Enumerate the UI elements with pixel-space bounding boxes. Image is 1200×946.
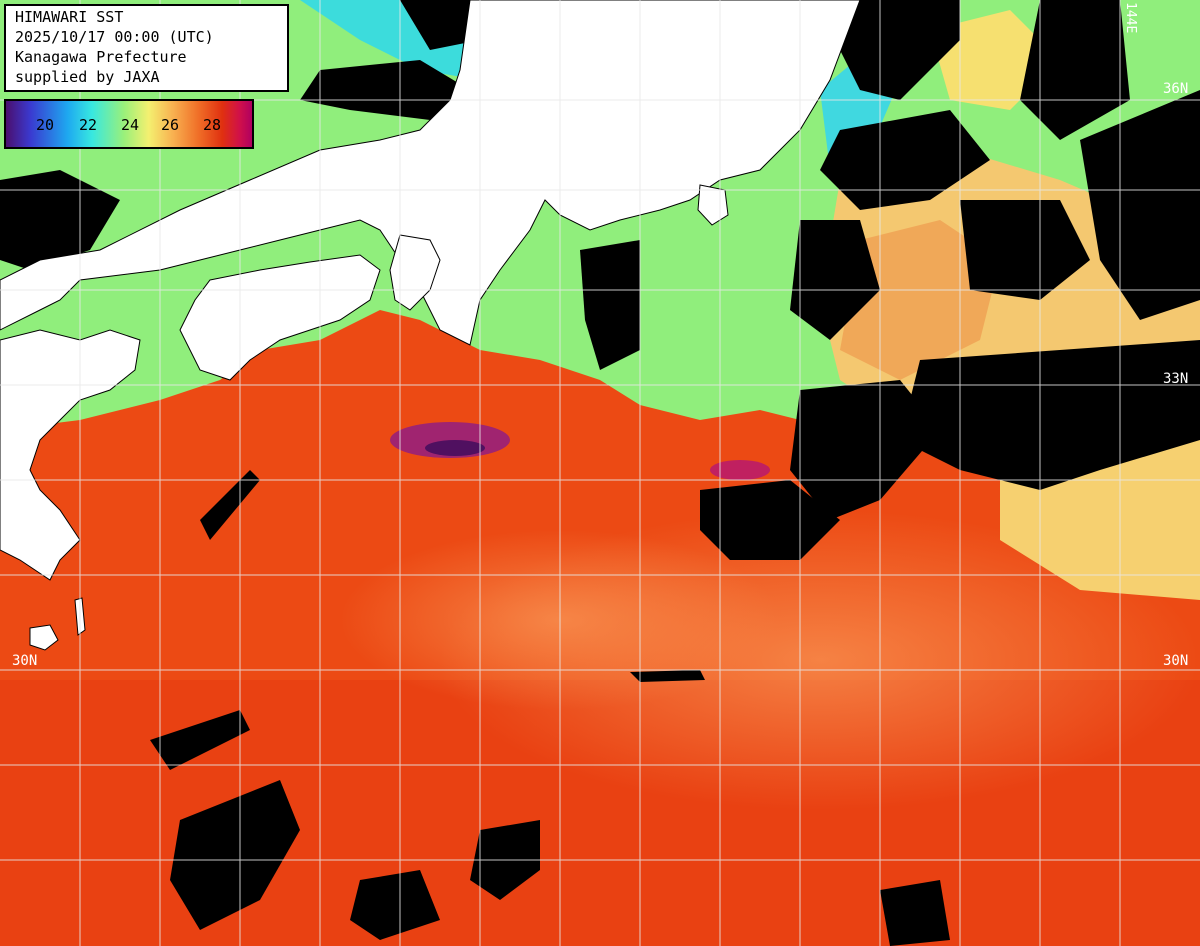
- cloud-sw-2: [350, 870, 440, 940]
- cloud-center: [580, 240, 640, 370]
- info-box: HIMAWARI SST 2025/10/17 00:00 (UTC) Kana…: [4, 4, 289, 92]
- temperature-legend: 20 22 24 26 28: [4, 99, 254, 149]
- cloud-north-center: [300, 60, 470, 120]
- info-supplier: supplied by JAXA: [15, 68, 160, 86]
- cloud-ne-2: [1020, 0, 1130, 140]
- cloud-ne-4: [820, 110, 990, 210]
- legend-label-28: 28: [203, 116, 222, 134]
- land-kyushu: [0, 329, 141, 581]
- lon-label-136e: 136E: [483, 2, 498, 34]
- lat-label-30n-left: 30N: [12, 653, 38, 669]
- legend-label-20: 20: [36, 116, 55, 134]
- lat-label-33n: 33N: [1163, 371, 1189, 387]
- info-datetime: 2025/10/17 00:00 (UTC): [15, 28, 214, 46]
- cloud-east-3: [790, 380, 940, 520]
- info-region: Kanagawa Prefecture: [15, 48, 187, 66]
- cloud-se: [880, 880, 950, 946]
- legend-label-22: 22: [79, 116, 98, 134]
- cloud-north-top: [400, 0, 480, 50]
- cloud-mid: [700, 480, 840, 560]
- cloud-ne-3: [1080, 90, 1200, 320]
- hot-spot-core: [425, 440, 485, 456]
- land-kii: [389, 234, 441, 311]
- cloud-sw-1: [170, 780, 300, 930]
- cloud-strip-2: [630, 670, 705, 682]
- cloud-east-1: [960, 200, 1090, 300]
- lon-label-144e: 144E: [1123, 2, 1138, 34]
- land-shikoku: [179, 254, 381, 381]
- cloud-ne-5: [790, 220, 880, 340]
- hot-spot-2: [710, 460, 770, 480]
- cloud-ne-1: [840, 0, 960, 100]
- info-title: HIMAWARI SST: [15, 8, 124, 26]
- cloud-north-left: [0, 170, 120, 270]
- lat-label-36n: 36N: [1163, 81, 1189, 97]
- land-honshu: [0, 0, 861, 346]
- cloud-strip-1: [150, 710, 250, 770]
- legend-label-26: 26: [161, 116, 180, 134]
- lat-label-30n-right: 30N: [1163, 653, 1189, 669]
- legend-label-24: 24: [121, 116, 140, 134]
- cloud-east-2: [900, 340, 1200, 490]
- land-island-1: [29, 624, 59, 651]
- cloud-strip-3: [200, 470, 260, 540]
